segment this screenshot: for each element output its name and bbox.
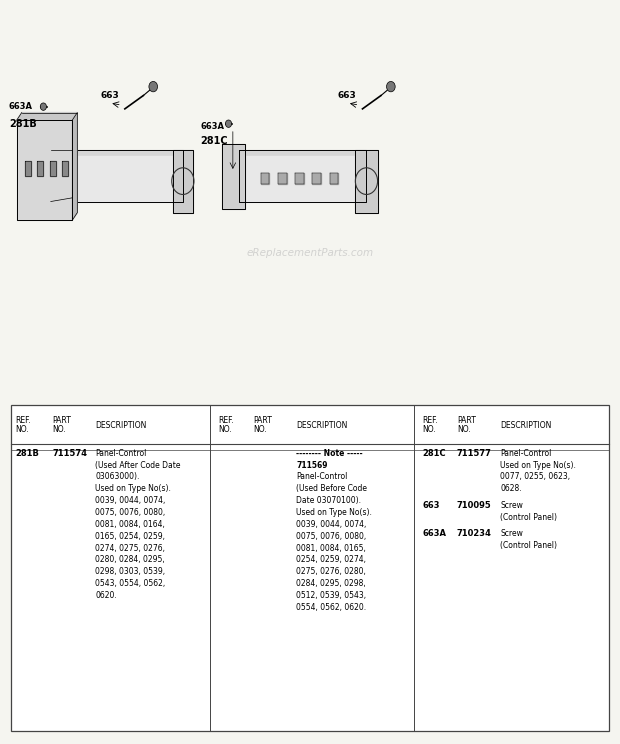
Text: (Control Panel): (Control Panel) — [500, 542, 557, 551]
Text: 0543, 0554, 0562,: 0543, 0554, 0562, — [95, 580, 166, 589]
Polygon shape — [50, 161, 56, 176]
Text: 663: 663 — [338, 91, 356, 100]
Polygon shape — [173, 150, 193, 213]
Polygon shape — [312, 173, 321, 184]
Text: 0081, 0084, 0164,: 0081, 0084, 0164, — [95, 520, 165, 529]
Text: (Control Panel): (Control Panel) — [500, 513, 557, 522]
Circle shape — [386, 81, 395, 92]
Text: Used on Type No(s).: Used on Type No(s). — [500, 461, 576, 469]
Circle shape — [149, 81, 157, 92]
Text: (Used After Code Date: (Used After Code Date — [95, 461, 180, 469]
Polygon shape — [278, 173, 286, 184]
Text: 0039, 0044, 0074,: 0039, 0044, 0074, — [95, 496, 166, 505]
Text: Panel-Control: Panel-Control — [95, 449, 146, 458]
Text: REF.: REF. — [15, 416, 30, 425]
Text: 0512, 0539, 0543,: 0512, 0539, 0543, — [296, 591, 366, 600]
Text: REF.: REF. — [219, 416, 234, 425]
Polygon shape — [51, 150, 73, 202]
Polygon shape — [260, 173, 269, 184]
Text: Used on Type No(s).: Used on Type No(s). — [95, 484, 171, 493]
Text: PART: PART — [52, 416, 71, 425]
Text: NO.: NO. — [422, 425, 436, 434]
Text: 0077, 0255, 0623,: 0077, 0255, 0623, — [500, 472, 570, 481]
Text: eReplacementParts.com: eReplacementParts.com — [246, 248, 374, 258]
Text: 0081, 0084, 0165,: 0081, 0084, 0165, — [296, 544, 366, 553]
Text: 0275, 0276, 0280,: 0275, 0276, 0280, — [296, 568, 366, 577]
Text: 663: 663 — [422, 501, 440, 510]
Text: 711577: 711577 — [457, 449, 492, 458]
Text: 281C: 281C — [200, 135, 228, 146]
Text: 0075, 0076, 0080,: 0075, 0076, 0080, — [296, 532, 366, 541]
Text: 663A: 663A — [9, 102, 33, 111]
Text: 0280, 0284, 0295,: 0280, 0284, 0295, — [95, 556, 165, 565]
Polygon shape — [37, 161, 43, 176]
Text: 710095: 710095 — [457, 501, 492, 510]
Text: NO.: NO. — [52, 425, 66, 434]
Text: PART: PART — [457, 416, 476, 425]
Polygon shape — [73, 112, 78, 220]
Text: 281C: 281C — [422, 449, 446, 458]
Text: Panel-Control: Panel-Control — [500, 449, 551, 458]
Polygon shape — [17, 120, 73, 220]
Text: NO.: NO. — [253, 425, 267, 434]
Text: 0165, 0254, 0259,: 0165, 0254, 0259, — [95, 532, 165, 541]
Polygon shape — [330, 173, 339, 184]
Text: DESCRIPTION: DESCRIPTION — [500, 420, 551, 429]
Polygon shape — [239, 150, 366, 155]
Text: 281B: 281B — [9, 119, 37, 129]
Text: 281B: 281B — [15, 449, 39, 458]
Text: 0620.: 0620. — [95, 591, 117, 600]
Text: DESCRIPTION: DESCRIPTION — [95, 420, 146, 429]
Text: Date 03070100).: Date 03070100). — [296, 496, 361, 505]
Text: 0274, 0275, 0276,: 0274, 0275, 0276, — [95, 544, 165, 553]
Text: 663A: 663A — [200, 122, 224, 131]
Polygon shape — [51, 150, 184, 155]
Polygon shape — [223, 144, 245, 209]
Text: 0298, 0303, 0539,: 0298, 0303, 0539, — [95, 568, 166, 577]
Text: (Used Before Code: (Used Before Code — [296, 484, 368, 493]
Text: Screw: Screw — [500, 530, 523, 539]
Text: 03063000).: 03063000). — [95, 472, 140, 481]
Text: NO.: NO. — [219, 425, 232, 434]
Text: 0554, 0562, 0620.: 0554, 0562, 0620. — [296, 603, 366, 612]
Text: 711574: 711574 — [52, 449, 87, 458]
Polygon shape — [239, 155, 366, 202]
Polygon shape — [51, 155, 184, 202]
Text: 0254, 0259, 0274,: 0254, 0259, 0274, — [296, 556, 366, 565]
Text: -------- Note -----: -------- Note ----- — [296, 449, 363, 458]
Bar — [11, 405, 609, 731]
Text: 663A: 663A — [422, 530, 446, 539]
Text: DESCRIPTION: DESCRIPTION — [296, 420, 348, 429]
Text: Screw: Screw — [500, 501, 523, 510]
Text: 0075, 0076, 0080,: 0075, 0076, 0080, — [95, 508, 166, 517]
Polygon shape — [62, 161, 68, 176]
Text: 711569: 711569 — [296, 461, 328, 469]
Text: NO.: NO. — [457, 425, 471, 434]
Text: 0628.: 0628. — [500, 484, 521, 493]
Polygon shape — [355, 150, 378, 213]
Polygon shape — [17, 112, 78, 120]
Circle shape — [40, 103, 46, 110]
Circle shape — [226, 120, 232, 127]
Text: 663: 663 — [100, 91, 119, 100]
Text: 0284, 0295, 0298,: 0284, 0295, 0298, — [296, 580, 366, 589]
Polygon shape — [25, 161, 31, 176]
Text: NO.: NO. — [15, 425, 29, 434]
Text: Panel-Control: Panel-Control — [296, 472, 348, 481]
Text: PART: PART — [253, 416, 272, 425]
Text: 0039, 0044, 0074,: 0039, 0044, 0074, — [296, 520, 367, 529]
Text: REF.: REF. — [422, 416, 438, 425]
Text: Used on Type No(s).: Used on Type No(s). — [296, 508, 372, 517]
Text: 710234: 710234 — [457, 530, 492, 539]
Polygon shape — [295, 173, 304, 184]
